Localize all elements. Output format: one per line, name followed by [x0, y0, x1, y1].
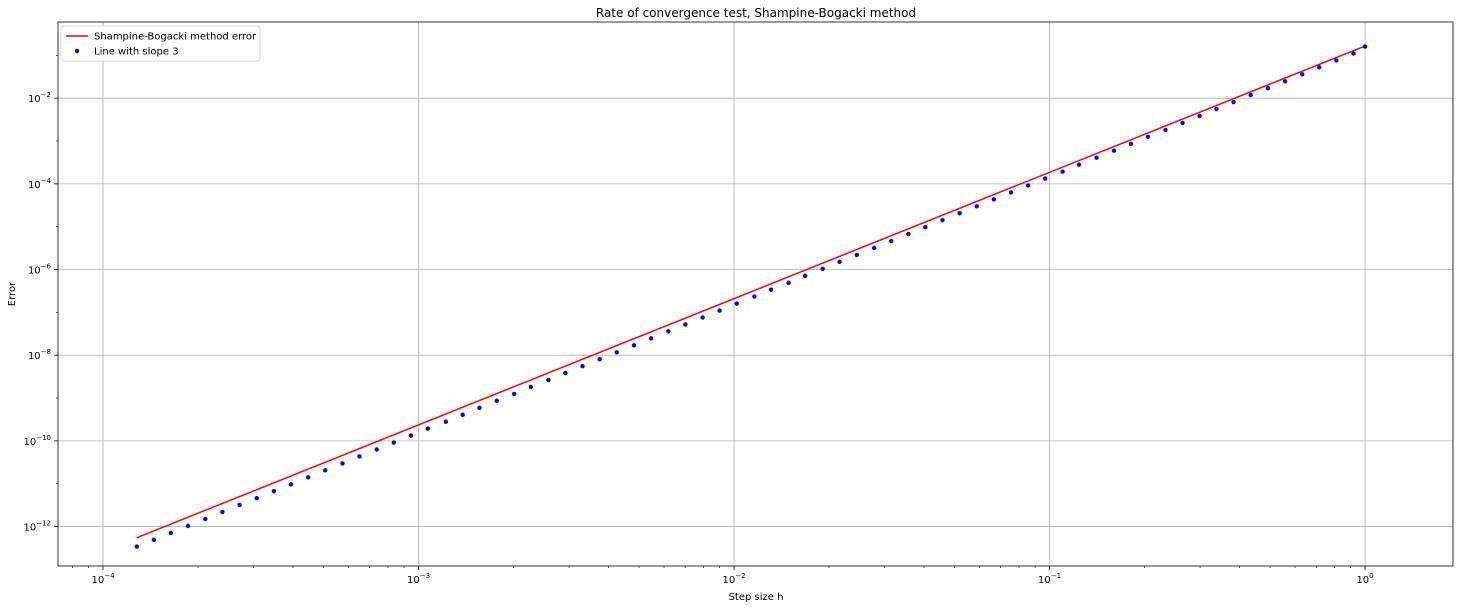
legend-swatch-slope-dot: [74, 48, 80, 54]
series-point-slope: [614, 350, 619, 355]
legend-label-slope: Line with slope 3: [94, 47, 179, 58]
series-point-slope: [734, 301, 739, 306]
series-point-slope: [391, 440, 397, 445]
series-layer: [134, 44, 1368, 549]
series-point-slope: [717, 308, 722, 313]
series-point-slope: [1362, 44, 1368, 49]
series-point-slope: [408, 433, 414, 438]
series-point-slope: [923, 224, 928, 230]
series-point-slope: [768, 287, 774, 292]
y-axis-title: Error: [7, 281, 18, 306]
series-point-slope: [580, 363, 585, 369]
series-point-slope: [802, 273, 808, 278]
x-axis-title: Step size h: [729, 592, 784, 603]
series-line-error: [136, 45, 1366, 539]
series-point-slope: [271, 488, 277, 494]
x-tick-label: 10−3: [407, 572, 430, 586]
series-point-slope: [563, 370, 568, 376]
series-point-slope: [1197, 113, 1202, 119]
series-point-slope: [871, 245, 877, 251]
ticks-layer: 10−4 10−3 10−2 10−1 100 10−12 10−10 10−8 10−6 10−…: [23, 55, 1374, 586]
series-point-slope: [1128, 141, 1134, 146]
y-tick-label: 10−2: [28, 91, 51, 105]
series-point-slope: [1248, 92, 1253, 98]
series-point-slope: [957, 211, 962, 216]
series-point-slope: [1163, 127, 1168, 133]
series-point-slope: [340, 461, 345, 466]
series-point-slope: [151, 537, 157, 543]
y-tick-label: 10−12: [23, 520, 51, 534]
series-point-slope: [1351, 51, 1356, 56]
x-tick-label: 100: [1356, 572, 1373, 586]
series-point-slope: [357, 454, 362, 459]
series-point-slope: [597, 356, 602, 362]
series-point-slope: [648, 336, 654, 341]
series-point-slope: [1111, 148, 1117, 153]
series-point-slope: [991, 197, 997, 202]
series-point-slope: [288, 482, 294, 487]
legend-box: [60, 25, 261, 62]
series-point-slope: [1231, 99, 1236, 105]
x-tick-label: 10−4: [91, 572, 115, 586]
series-point-slope: [374, 447, 379, 452]
series-point-slope: [546, 377, 551, 383]
series-point-slope: [1265, 85, 1271, 91]
series-point-slope: [254, 495, 259, 501]
series-point-slope: [854, 252, 860, 258]
legend: Shampine-Bogacki method error Line with …: [60, 25, 261, 62]
series-point-slope: [528, 384, 534, 390]
series-point-slope: [974, 204, 979, 209]
series-point-slope: [666, 329, 671, 334]
series-point-slope: [837, 259, 842, 265]
series-point-slope: [1060, 169, 1065, 174]
series-point-slope: [906, 231, 911, 237]
chart-title: Rate of convergence test, Shampine-Bogac…: [596, 6, 916, 20]
series-point-slope: [1043, 176, 1048, 181]
series-point-slope: [134, 544, 140, 549]
legend-label-error: Shampine-Bogacki method error: [94, 32, 257, 43]
series-point-slope: [1282, 79, 1288, 84]
series-point-slope: [322, 468, 328, 473]
plot-area: [57, 21, 1454, 567]
x-tick-label: 10−1: [1038, 572, 1061, 586]
y-tick-label: 10−4: [28, 177, 52, 191]
series-point-slope: [683, 322, 688, 327]
x-tick-label: 10−2: [723, 572, 746, 586]
series-point-slope: [820, 266, 825, 271]
series-point-slope: [511, 391, 517, 397]
series-point-slope: [1145, 134, 1151, 140]
series-point-slope: [237, 502, 242, 508]
series-point-slope: [1180, 120, 1185, 126]
series-point-slope: [425, 426, 430, 431]
series-point-slope: [185, 523, 191, 529]
series-point-slope: [494, 398, 499, 404]
series-point-slope: [1214, 106, 1219, 112]
series-point-slope: [220, 509, 225, 515]
series-point-slope: [889, 238, 894, 244]
series-point-slope: [203, 516, 208, 522]
series-point-slope: [460, 412, 465, 417]
series-point-slope: [477, 405, 482, 411]
series-point-slope: [1094, 155, 1099, 160]
series-point-slope: [443, 419, 448, 424]
series-point-slope: [1025, 183, 1031, 188]
y-tick-label: 10−8: [28, 348, 51, 362]
series-point-slope: [1008, 190, 1014, 195]
series-point-slope: [631, 343, 637, 348]
grid-layer: [58, 22, 1453, 566]
series-point-slope: [752, 294, 757, 299]
series-point-slope: [1334, 58, 1339, 63]
series-point-slope: [1076, 162, 1082, 167]
series-point-slope: [700, 315, 705, 320]
series-point-slope: [1299, 72, 1305, 77]
series-point-slope: [1317, 65, 1322, 70]
y-tick-label: 10−10: [23, 434, 51, 448]
series-point-slope: [786, 280, 791, 285]
series-point-slope: [168, 530, 173, 536]
series-point-slope: [940, 217, 945, 223]
y-tick-label: 10−6: [28, 263, 52, 277]
series-point-slope: [305, 475, 311, 480]
